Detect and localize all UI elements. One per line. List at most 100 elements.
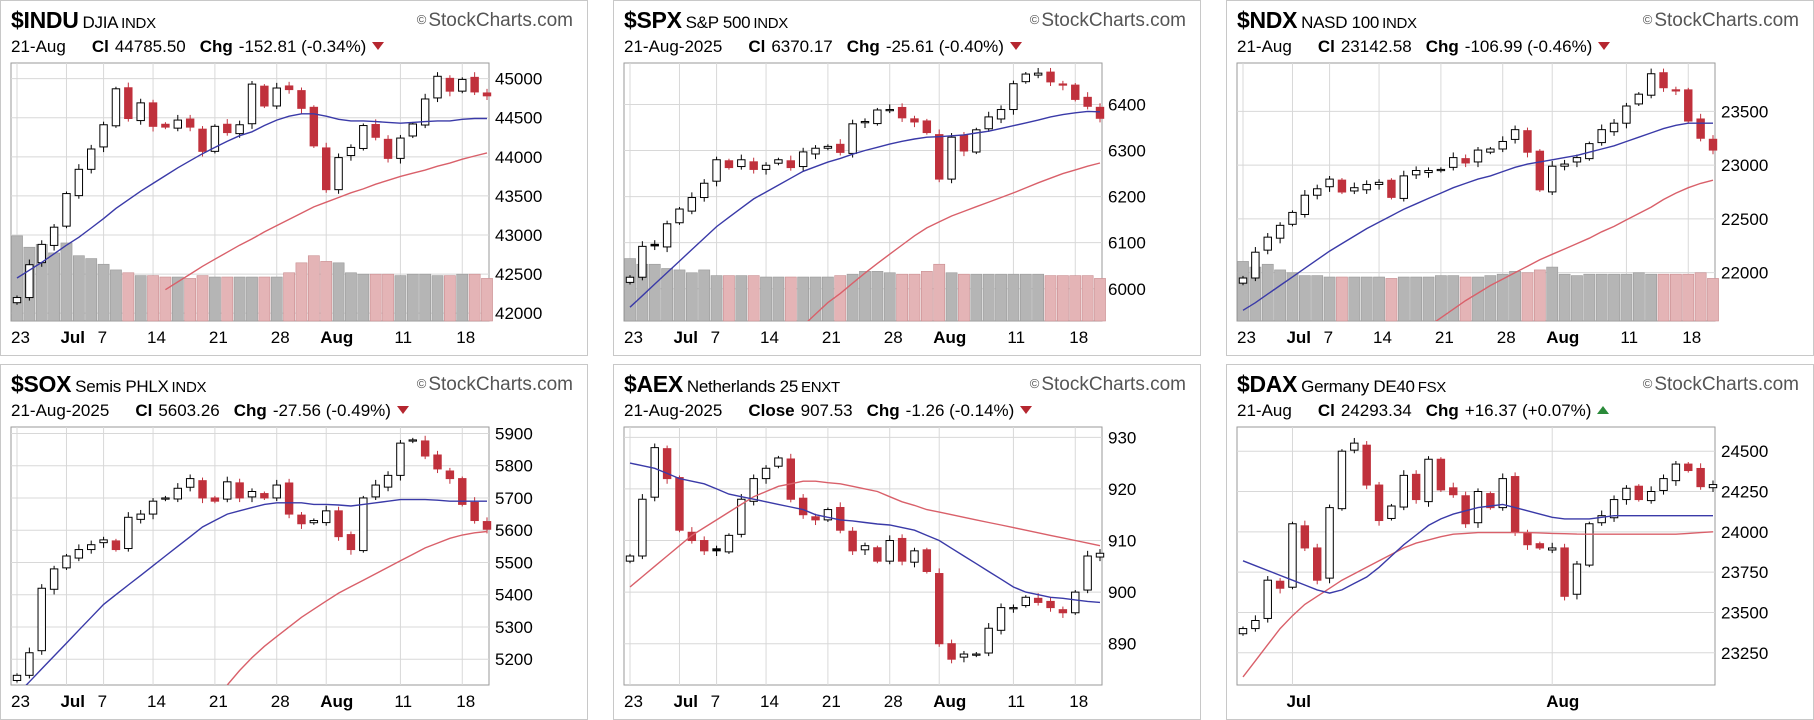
candle-body [1350, 187, 1359, 192]
price-chart[interactable]: 6000 6100 6200 6300 6400 23 Jul 7 14 21 28 Aug 11 18 [614, 57, 1200, 355]
volume-bar [1657, 273, 1670, 322]
candle-body [1337, 450, 1347, 510]
candle-body [1046, 600, 1055, 609]
candle-body [1449, 487, 1458, 496]
y-tick-label: 6000 [1108, 280, 1146, 299]
candle-body [1362, 183, 1371, 191]
price-chart[interactable]: 23250 23500 23750 24000 24250 24500 Jul Aug [1227, 421, 1813, 719]
volume-bar [809, 276, 822, 322]
volume-bar [72, 255, 85, 322]
ma50-line [1435, 179, 1714, 321]
y-tick-label: 22500 [1721, 210, 1768, 229]
candle-body [99, 539, 108, 544]
candle-body [675, 208, 684, 224]
close-label: Cl [135, 401, 153, 420]
quote-line: 21-Aug Cl 24293.34 Chg +16.37 (+0.07%) [1237, 401, 1610, 421]
candle-body [1572, 157, 1582, 163]
volume-bar [896, 273, 908, 322]
candle-body [848, 123, 857, 154]
volume-bar [846, 273, 859, 322]
panel-aex[interactable]: $AEX Netherlands 25 ENXT © StockCharts.com 21… [613, 364, 1201, 720]
candle-body [25, 264, 34, 299]
copyright-icon: © [1642, 12, 1653, 27]
close-label: Cl [91, 37, 109, 56]
volume-bar [60, 242, 73, 322]
volume-bar [481, 278, 493, 322]
volume-bar [1237, 261, 1249, 322]
watermark: © StockCharts.com [1030, 10, 1186, 32]
candle-body [1058, 83, 1068, 86]
candle-body [408, 123, 418, 137]
watermark-text: StockCharts.com [1041, 10, 1186, 31]
candle-body [210, 125, 220, 152]
symbol-ticker: $AEX [624, 371, 683, 397]
x-tick-label: Aug [320, 328, 353, 347]
y-tick-label: 5700 [495, 489, 533, 508]
candle-body [1095, 106, 1105, 119]
price-chart[interactable]: 890 900 910 920 930 23 Jul 7 14 21 28 Aug 11 18 [614, 421, 1200, 719]
volume-bar [648, 263, 661, 322]
volume-bar [673, 269, 686, 322]
candle-body [1083, 555, 1092, 591]
candle-body [625, 555, 635, 562]
quote-date: 21-Aug [1237, 401, 1292, 420]
price-chart[interactable]: 5200 5300 5400 5500 5600 5700 5800 5900 23 Jul 7 14… [1, 421, 587, 719]
watermark: © StockCharts.com [1643, 10, 1799, 32]
candle-body [136, 102, 145, 122]
candle-body [371, 484, 380, 498]
volume-bar [685, 272, 698, 322]
volume-bar [320, 261, 333, 322]
candle-body [1510, 129, 1520, 140]
candle-body [1033, 597, 1043, 603]
candle-body [272, 87, 281, 107]
y-tick-label: 5600 [495, 521, 533, 540]
candle-body [922, 120, 932, 134]
quote-line: 21-Aug Cl 44785.50 Chg -152.81 (-0.34%) [11, 37, 385, 57]
candle-body [1634, 93, 1644, 105]
x-tick-label: 11 [1620, 328, 1638, 347]
panel-dax[interactable]: $DAX Germany DE40 FSX © StockCharts.com 21-Au… [1226, 364, 1814, 720]
candle-body [396, 442, 405, 476]
panel-ndx[interactable]: $NDX NASD 100 INDX © StockCharts.com 21-Aug Cl… [1226, 0, 1814, 356]
down-arrow-icon [1598, 42, 1611, 50]
watermark-text: StockCharts.com [1654, 374, 1799, 395]
candle-body [1071, 591, 1080, 614]
price-chart[interactable]: 22000 22500 23000 23500 23 Jul 7 14 21 28 Aug 11 18 [1227, 57, 1813, 355]
panel-sox[interactable]: $SOX Semis PHLX INDX © StockCharts.com 21-Aug… [0, 364, 588, 720]
symbol-name: Netherlands 25 [686, 377, 798, 396]
candle-body [334, 510, 343, 538]
candle-body [49, 568, 59, 590]
volume-bar [209, 276, 221, 322]
change-value: -25.61 (-0.40%) [885, 37, 1004, 56]
volume-bar [1521, 272, 1534, 322]
candle-body [984, 116, 993, 130]
candle-body [786, 160, 796, 169]
candle-body [12, 297, 22, 304]
candle-body [470, 76, 479, 93]
price-chart[interactable]: 42000 42500 43000 43500 44000 44500 45000 23 Jul… [1, 57, 587, 355]
x-tick-label: 21 [1435, 328, 1454, 347]
ma20-line [1242, 503, 1713, 594]
x-tick-label: 23 [11, 328, 30, 347]
volume-bar [48, 252, 60, 322]
volume-bar [1069, 275, 1082, 322]
ma20-line [25, 498, 487, 685]
panel-indu[interactable]: $INDU DJIA INDX © StockCharts.com 21-Aug Cl 447… [0, 0, 588, 356]
symbol-exchange: INDX [1382, 15, 1417, 32]
y-tick-label: 44000 [495, 148, 542, 167]
candle-body [823, 509, 833, 521]
volume-bar [171, 276, 184, 322]
panel-spx[interactable]: $SPX S&P 500 INDX © StockCharts.com 21-Aug-20… [613, 0, 1201, 356]
candle-body [445, 470, 455, 480]
down-arrow-icon [1009, 42, 1022, 50]
y-tick-label: 23000 [1721, 156, 1768, 175]
candle-body [823, 145, 833, 149]
volume-bar [1094, 278, 1106, 322]
candle-body [1313, 547, 1322, 581]
candle-body [346, 534, 356, 551]
volume-bar [883, 272, 896, 322]
volume-bar [1261, 263, 1274, 322]
volume-bar [468, 273, 481, 322]
symbol-header: $AEX Netherlands 25 ENXT [624, 371, 840, 398]
x-tick-label: 23 [11, 692, 30, 711]
